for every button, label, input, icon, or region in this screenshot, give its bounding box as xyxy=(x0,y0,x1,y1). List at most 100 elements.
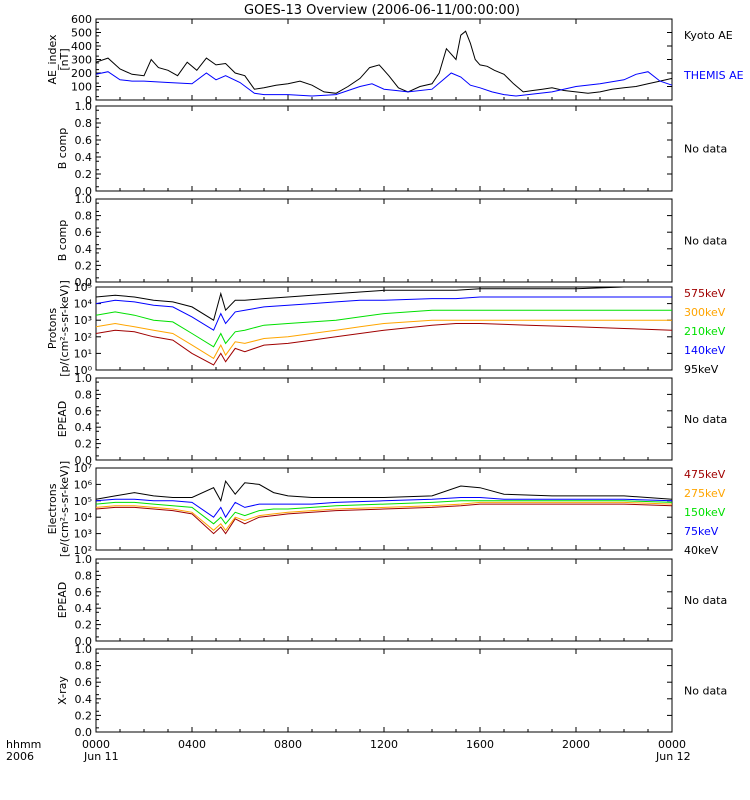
y-tick-label: 0.2 xyxy=(75,168,93,181)
y-tick-label: 1.0 xyxy=(75,643,93,656)
y-axis-label: EPEAD xyxy=(56,582,69,619)
y-axis-label: AE_index [nT] xyxy=(46,34,71,85)
series-line-kyoto-ae xyxy=(95,30,673,94)
y-tick-label: 0.0 xyxy=(75,185,93,198)
y-tick-label: 0.2 xyxy=(75,619,93,632)
y-axis-label: EPEAD xyxy=(56,401,69,438)
panel-frame xyxy=(95,648,673,733)
legend-entry: 140keV xyxy=(684,344,726,357)
y-tick-label: 0 xyxy=(85,94,92,107)
y-tick-label: 0.4 xyxy=(75,243,93,256)
panel-status-no-data: No data xyxy=(684,143,727,156)
y-tick-label: 0.0 xyxy=(75,726,93,739)
y-axis-label-line: B comp xyxy=(56,220,69,262)
legend-entry: 95keV xyxy=(684,363,719,376)
legend-entry: 75keV xyxy=(684,525,719,538)
x-tick-label: 1600 xyxy=(466,738,494,751)
figure-title: GOES-13 Overview (2006-06-11/00:00:00) xyxy=(244,3,520,18)
y-tick-label: 0.4 xyxy=(75,602,93,615)
y-tick-label: 0.4 xyxy=(75,421,93,434)
legend-entry: 475keV xyxy=(684,468,726,481)
y-tick-label: 0.4 xyxy=(75,693,93,706)
y-tick-label: 0.0 xyxy=(75,454,93,467)
y-tick-label: 1.0 xyxy=(75,553,93,566)
series-line-140kev xyxy=(95,296,672,331)
y-tick-label: 10³ xyxy=(74,314,92,327)
y-tick-label: 10⁴ xyxy=(74,511,93,524)
y-axis-label: Electrons [e/(cm²-s-sr-keV)] xyxy=(46,461,71,557)
panel-frame xyxy=(95,105,673,192)
y-axis-label-line: [p/(cm²-s-sr-keV)] xyxy=(58,280,71,377)
y-tick-label: 10² xyxy=(74,331,92,344)
y-tick-label: 400 xyxy=(71,40,92,53)
legend-entry: Kyoto AE xyxy=(684,29,733,42)
x-tick-label: 0400 xyxy=(178,738,206,751)
x-tick-label: 1200 xyxy=(370,738,398,751)
y-tick-label: 0.6 xyxy=(75,405,93,418)
series-line-themis-ae xyxy=(95,71,673,97)
panel-frame xyxy=(95,198,673,283)
y-tick-label: 0.4 xyxy=(75,151,93,164)
y-tick-label: 0.6 xyxy=(75,134,93,147)
y-tick-label: 10⁴ xyxy=(74,298,93,311)
legend-entry: THEMIS AE xyxy=(683,69,744,82)
date-label-start: Jun 11 xyxy=(83,750,119,763)
y-tick-label: 0.6 xyxy=(75,676,93,689)
y-axis-label-line: AE_index xyxy=(46,34,59,85)
y-tick-label: 0.8 xyxy=(75,569,93,582)
x-tick-label: 0800 xyxy=(274,738,302,751)
y-tick-label: 0.6 xyxy=(75,226,93,239)
panel-5: 0.0 0.2 0.4 0.6 0.8 1.0 EPEAD No data xyxy=(56,372,727,467)
panel-frame xyxy=(95,377,673,461)
legend-entry: 300keV xyxy=(684,306,726,319)
legend-entry: 575keV xyxy=(684,287,726,300)
y-tick-label: 10⁵ xyxy=(74,495,92,508)
y-axis-label-line: Protons xyxy=(46,308,59,349)
y-tick-label: 100 xyxy=(71,81,92,94)
panel-frame xyxy=(95,18,673,101)
panel-status-no-data: No data xyxy=(684,235,727,248)
y-axis-label-line: B comp xyxy=(56,128,69,170)
series-line-95kev xyxy=(95,286,672,321)
y-tick-label: 500 xyxy=(71,27,92,40)
y-axis-label: B comp xyxy=(56,220,69,262)
y-tick-label: 0.2 xyxy=(75,259,93,272)
y-axis-label-line: Electrons xyxy=(46,483,59,534)
series-line-575kev xyxy=(95,323,673,366)
panel-2: 0.0 0.2 0.4 0.6 0.8 1.0 B comp No data xyxy=(56,100,727,198)
y-axis-label-line: EPEAD xyxy=(56,401,69,438)
series-line-75kev xyxy=(95,497,673,519)
y-tick-label: 10⁵ xyxy=(74,281,92,294)
corner-label-hhmm: hhmm xyxy=(6,738,41,751)
x-tick-label: 0000 xyxy=(658,738,686,751)
legend-entry: 40keV xyxy=(684,544,719,557)
y-tick-label: 10¹ xyxy=(74,347,92,360)
y-tick-label: 10⁰ xyxy=(74,364,93,377)
series-line-150kev xyxy=(95,500,673,525)
y-tick-label: 600 xyxy=(71,13,92,26)
y-axis-label: Protons [p/(cm²-s-sr-keV)] xyxy=(46,280,71,377)
y-tick-label: 0.0 xyxy=(75,635,93,648)
y-tick-label: 10² xyxy=(74,544,92,557)
panel-7: 0.0 0.2 0.4 0.6 0.8 1.0 EPEAD No data xyxy=(56,553,727,648)
y-tick-label: 0.8 xyxy=(75,388,93,401)
y-tick-label: 0.8 xyxy=(75,210,93,223)
y-tick-label: 10⁷ xyxy=(74,462,92,475)
y-tick-label: 1.0 xyxy=(75,193,93,206)
y-tick-label: 0.8 xyxy=(75,117,93,130)
x-tick-label: 2000 xyxy=(562,738,590,751)
panel-status-no-data: No data xyxy=(684,413,727,426)
series-line-275kev xyxy=(95,501,673,532)
y-tick-label: 0.6 xyxy=(75,586,93,599)
y-tick-label: 0.2 xyxy=(75,438,93,451)
y-axis-label-line: [nT] xyxy=(58,48,71,70)
y-axis-label-line: X-ray xyxy=(56,676,69,705)
legend-entry: 210keV xyxy=(684,325,726,338)
panel-3: 0.0 0.2 0.4 0.6 0.8 1.0 B comp No data xyxy=(56,193,727,289)
series-line-300kev xyxy=(95,319,672,360)
